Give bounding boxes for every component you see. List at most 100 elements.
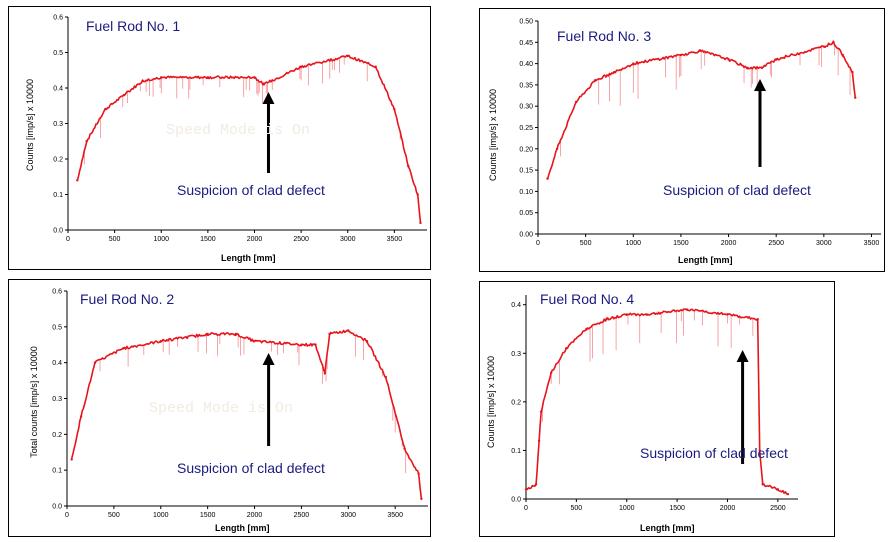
data-point [374, 65, 377, 68]
x-tick-label: 1000 [625, 240, 641, 247]
x-tick-label: 2500 [293, 236, 309, 243]
data-point [420, 497, 423, 501]
y-tick-label: 0.0 [511, 497, 521, 504]
data-point [234, 332, 237, 336]
data-point [574, 100, 578, 104]
data-point [625, 313, 628, 316]
chart-3-svg: 0.00 0.05 0.10 0.15 0.20 0.25 0.30 0.35 0.40 0.45… [519, 19, 881, 247]
y-tick-label: 0.1 [53, 192, 63, 199]
chart-1-line [76, 54, 422, 223]
y-tick-label: 0.10 [519, 189, 533, 196]
data-point [323, 372, 327, 375]
chart-4-series [524, 308, 790, 496]
data-point [854, 96, 857, 99]
data-point [347, 329, 350, 332]
x-tick-label: 1500 [669, 505, 685, 512]
data-point [685, 308, 689, 311]
x-tick-label: 1500 [673, 240, 689, 247]
chart-4-annotation: Suspicion of clad defect [640, 445, 788, 461]
chart-panel-1: 0.0 0.1 0.2 0.3 0.4 0.5 0.6 0 500 1000 1500 2000 250… [8, 6, 431, 270]
chart-1-x-axis-label: Length [mm] [221, 253, 276, 263]
chart-panel-2: 0.0 0.1 0.2 0.3 0.4 0.5 0.6 0 500 1000 1500 2000 250… [8, 279, 431, 537]
data-point [262, 83, 266, 86]
chart-4-svg: 0.0 0.1 0.2 0.3 0.4 0 500 1000 1500 2000 2500 [511, 295, 798, 512]
y-tick-label: 0.25 [519, 125, 533, 132]
chart-4-title: Fuel Rod No. 4 [540, 291, 635, 307]
x-tick-label: 1500 [200, 236, 216, 243]
data-point [760, 66, 764, 70]
data-point [534, 483, 538, 486]
x-tick-label: 500 [109, 236, 121, 243]
chart-panel-4: 0.0 0.1 0.2 0.3 0.4 0 500 1000 1500 2000 2500 Fuel… [479, 281, 835, 537]
y-tick-label: 0.5 [52, 324, 62, 331]
x-tick-label: 3000 [340, 236, 356, 243]
data-point [417, 472, 420, 475]
y-tick-label: 0.0 [53, 228, 63, 235]
y-tick-label: 0.2 [53, 157, 63, 164]
x-tick-label: 2000 [721, 240, 737, 247]
data-point [746, 66, 749, 70]
y-tick-label: 0.4 [511, 302, 521, 309]
chart-4-x-axis-label: Length [mm] [640, 523, 695, 533]
chart-4-arrow-head [736, 350, 749, 362]
data-point [565, 347, 568, 350]
chart-2-series [70, 329, 423, 501]
x-tick-label: 3500 [387, 512, 403, 519]
data-point [76, 179, 79, 182]
chart-4-line [525, 308, 788, 495]
data-point [761, 483, 764, 486]
x-tick-label: 2500 [768, 240, 784, 247]
x-tick-label: 0 [524, 505, 528, 512]
chart-2-annotation: Suspicion of clad defect [177, 460, 325, 476]
y-tick-label: 0.15 [519, 168, 533, 175]
data-point [851, 70, 854, 74]
data-point [300, 343, 303, 346]
data-point [206, 76, 210, 79]
data-point [416, 193, 419, 196]
chart-2-title: Fuel Rod No. 2 [80, 291, 175, 307]
data-point [122, 93, 126, 97]
x-tick-label: 3500 [864, 240, 880, 247]
data-point [756, 318, 759, 321]
data-point [546, 177, 549, 180]
y-tick-label: 0.5 [53, 50, 63, 57]
chart-1-annotation: Suspicion of clad defect [177, 182, 325, 198]
y-tick-label: 0.2 [511, 399, 521, 406]
x-tick-label: 1000 [153, 236, 169, 243]
data-point [758, 449, 761, 452]
chart-2-line [70, 329, 423, 499]
data-point [555, 147, 559, 150]
data-point [104, 108, 107, 111]
data-point [832, 41, 835, 44]
data-point [314, 343, 317, 346]
y-tick-label: 0.0 [52, 504, 62, 511]
x-tick-label: 0 [536, 240, 540, 247]
data-point [585, 327, 588, 331]
chart-3-series [546, 40, 857, 180]
x-tick-label: 2000 [247, 512, 263, 519]
data-point [632, 62, 635, 65]
chart-4-y-axis-label: Counts [imp/s] x 10000 [486, 355, 496, 449]
y-tick-label: 0.1 [511, 448, 521, 455]
y-tick-label: 0.6 [53, 15, 63, 22]
y-tick-label: 0.35 [519, 82, 533, 89]
y-tick-label: 0.4 [53, 86, 63, 93]
chart-1-y-axis-label: Counts [imp/s] x 10000 [25, 78, 35, 172]
chart-3-line [546, 40, 857, 180]
data-point [407, 164, 410, 168]
data-point [537, 439, 541, 442]
data-point [206, 332, 209, 336]
chart-3-title: Fuel Rod No. 3 [557, 28, 652, 44]
y-tick-label: 0.45 [519, 40, 533, 47]
data-point [365, 339, 369, 343]
data-point [253, 339, 256, 343]
y-tick-label: 0.1 [52, 468, 62, 475]
x-tick-label: 3000 [341, 512, 357, 519]
data-point [549, 371, 553, 374]
chart-2-x-axis-label: Length [mm] [215, 523, 270, 533]
chart-2-watermark: Speed Mode is On [149, 400, 294, 417]
data-point [774, 58, 778, 61]
x-tick-label: 500 [108, 512, 120, 519]
x-tick-label: 2500 [770, 505, 786, 512]
data-point [645, 313, 649, 316]
